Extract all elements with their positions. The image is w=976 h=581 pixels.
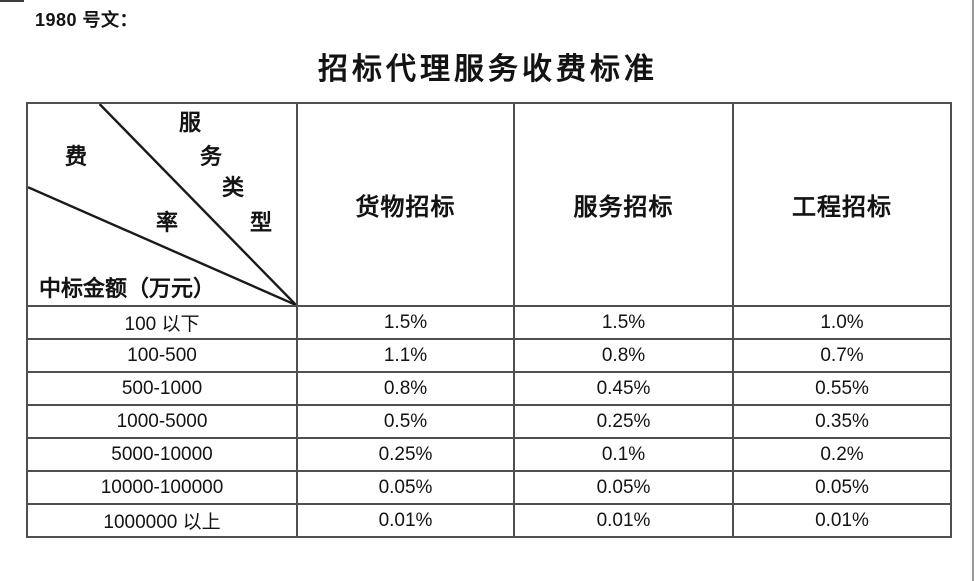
works-rate-cell: 0.01% <box>732 503 952 538</box>
corner-artifact <box>0 0 24 2</box>
diagonal-divider-lines <box>28 104 296 305</box>
services-rate-cell: 0.8% <box>513 338 734 373</box>
amount-range-cell: 1000000 以上 <box>26 503 298 538</box>
corner-rate-char: 费 <box>65 144 88 169</box>
column-header-services: 服务招标 <box>513 102 734 307</box>
table-row: 500-1000 0.8% 0.45% 0.55% <box>26 371 952 406</box>
goods-rate-cell: 0.8% <box>296 371 515 406</box>
services-rate-cell: 0.01% <box>513 503 734 538</box>
table-row: 1000-5000 0.5% 0.25% 0.35% <box>26 404 952 439</box>
page-right-edge-line <box>972 0 974 581</box>
fee-standard-table: 服 务 类 型 费 率 中标金额（万元） 货物招标 服务招标 工程招标 100 … <box>26 102 952 538</box>
corner-service-type-char: 类 <box>222 175 245 200</box>
doc-number-label: 1980 号文： <box>35 10 139 30</box>
services-rate-cell: 0.05% <box>513 470 734 505</box>
amount-range-cell: 5000-10000 <box>26 437 298 472</box>
corner-amount-label: 中标金额（万元） <box>39 276 216 301</box>
corner-service-type-char: 务 <box>200 144 223 169</box>
goods-rate-cell: 0.5% <box>296 404 515 439</box>
corner-service-type-char: 型 <box>250 210 273 235</box>
page-title: 招标代理服务收费标准 <box>318 53 658 86</box>
table-header-row: 服 务 类 型 费 率 中标金额（万元） 货物招标 服务招标 工程招标 <box>26 102 952 307</box>
corner-rate-char: 率 <box>156 210 179 235</box>
works-rate-cell: 0.55% <box>732 371 952 406</box>
services-rate-cell: 0.45% <box>513 371 734 406</box>
table-row: 100-500 1.1% 0.8% 0.7% <box>26 338 952 373</box>
table-row: 100 以下 1.5% 1.5% 1.0% <box>26 305 952 340</box>
goods-rate-cell: 0.01% <box>296 503 515 538</box>
corner-service-type-char: 服 <box>179 110 202 135</box>
goods-rate-cell: 0.25% <box>296 437 515 472</box>
column-header-goods: 货物招标 <box>296 102 515 307</box>
amount-range-cell: 100-500 <box>26 338 298 373</box>
works-rate-cell: 1.0% <box>732 305 952 340</box>
goods-rate-cell: 1.5% <box>296 305 515 340</box>
services-rate-cell: 0.25% <box>513 404 734 439</box>
amount-range-cell: 10000-100000 <box>26 470 298 505</box>
table-row: 10000-100000 0.05% 0.05% 0.05% <box>26 470 952 505</box>
table-row: 5000-10000 0.25% 0.1% 0.2% <box>26 437 952 472</box>
works-rate-cell: 0.35% <box>732 404 952 439</box>
amount-range-cell: 1000-5000 <box>26 404 298 439</box>
services-rate-cell: 0.1% <box>513 437 734 472</box>
goods-rate-cell: 0.05% <box>296 470 515 505</box>
services-rate-cell: 1.5% <box>513 305 734 340</box>
table-corner-cell: 服 务 类 型 费 率 中标金额（万元） <box>26 102 298 307</box>
table-row: 1000000 以上 0.01% 0.01% 0.01% <box>26 503 952 538</box>
amount-range-cell: 100 以下 <box>26 305 298 340</box>
works-rate-cell: 0.7% <box>732 338 952 373</box>
column-header-works: 工程招标 <box>732 102 952 307</box>
amount-range-cell: 500-1000 <box>26 371 298 406</box>
works-rate-cell: 0.05% <box>732 470 952 505</box>
goods-rate-cell: 1.1% <box>296 338 515 373</box>
works-rate-cell: 0.2% <box>732 437 952 472</box>
